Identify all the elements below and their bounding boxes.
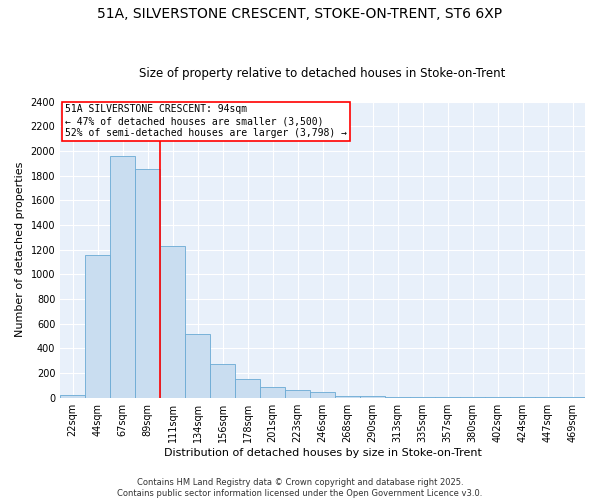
Bar: [135, 170, 160, 398]
Bar: [235, 378, 260, 398]
Y-axis label: Number of detached properties: Number of detached properties: [15, 162, 25, 338]
Text: 51A, SILVERSTONE CRESCENT, STOKE-ON-TRENT, ST6 6XP: 51A, SILVERSTONE CRESCENT, STOKE-ON-TREN…: [97, 8, 503, 22]
Bar: [285, 390, 310, 398]
Bar: [210, 364, 235, 398]
Bar: [110, 156, 135, 398]
Bar: [160, 246, 185, 398]
Bar: [85, 254, 110, 398]
Bar: [260, 386, 285, 398]
Bar: [335, 396, 360, 398]
Bar: [185, 334, 210, 398]
Bar: [310, 392, 335, 398]
X-axis label: Distribution of detached houses by size in Stoke-on-Trent: Distribution of detached houses by size …: [164, 448, 482, 458]
Bar: [385, 397, 410, 398]
Text: Contains HM Land Registry data © Crown copyright and database right 2025.
Contai: Contains HM Land Registry data © Crown c…: [118, 478, 482, 498]
Title: Size of property relative to detached houses in Stoke-on-Trent: Size of property relative to detached ho…: [139, 66, 506, 80]
Text: 51A SILVERSTONE CRESCENT: 94sqm
← 47% of detached houses are smaller (3,500)
52%: 51A SILVERSTONE CRESCENT: 94sqm ← 47% of…: [65, 104, 347, 138]
Bar: [360, 396, 385, 398]
Bar: [60, 394, 85, 398]
